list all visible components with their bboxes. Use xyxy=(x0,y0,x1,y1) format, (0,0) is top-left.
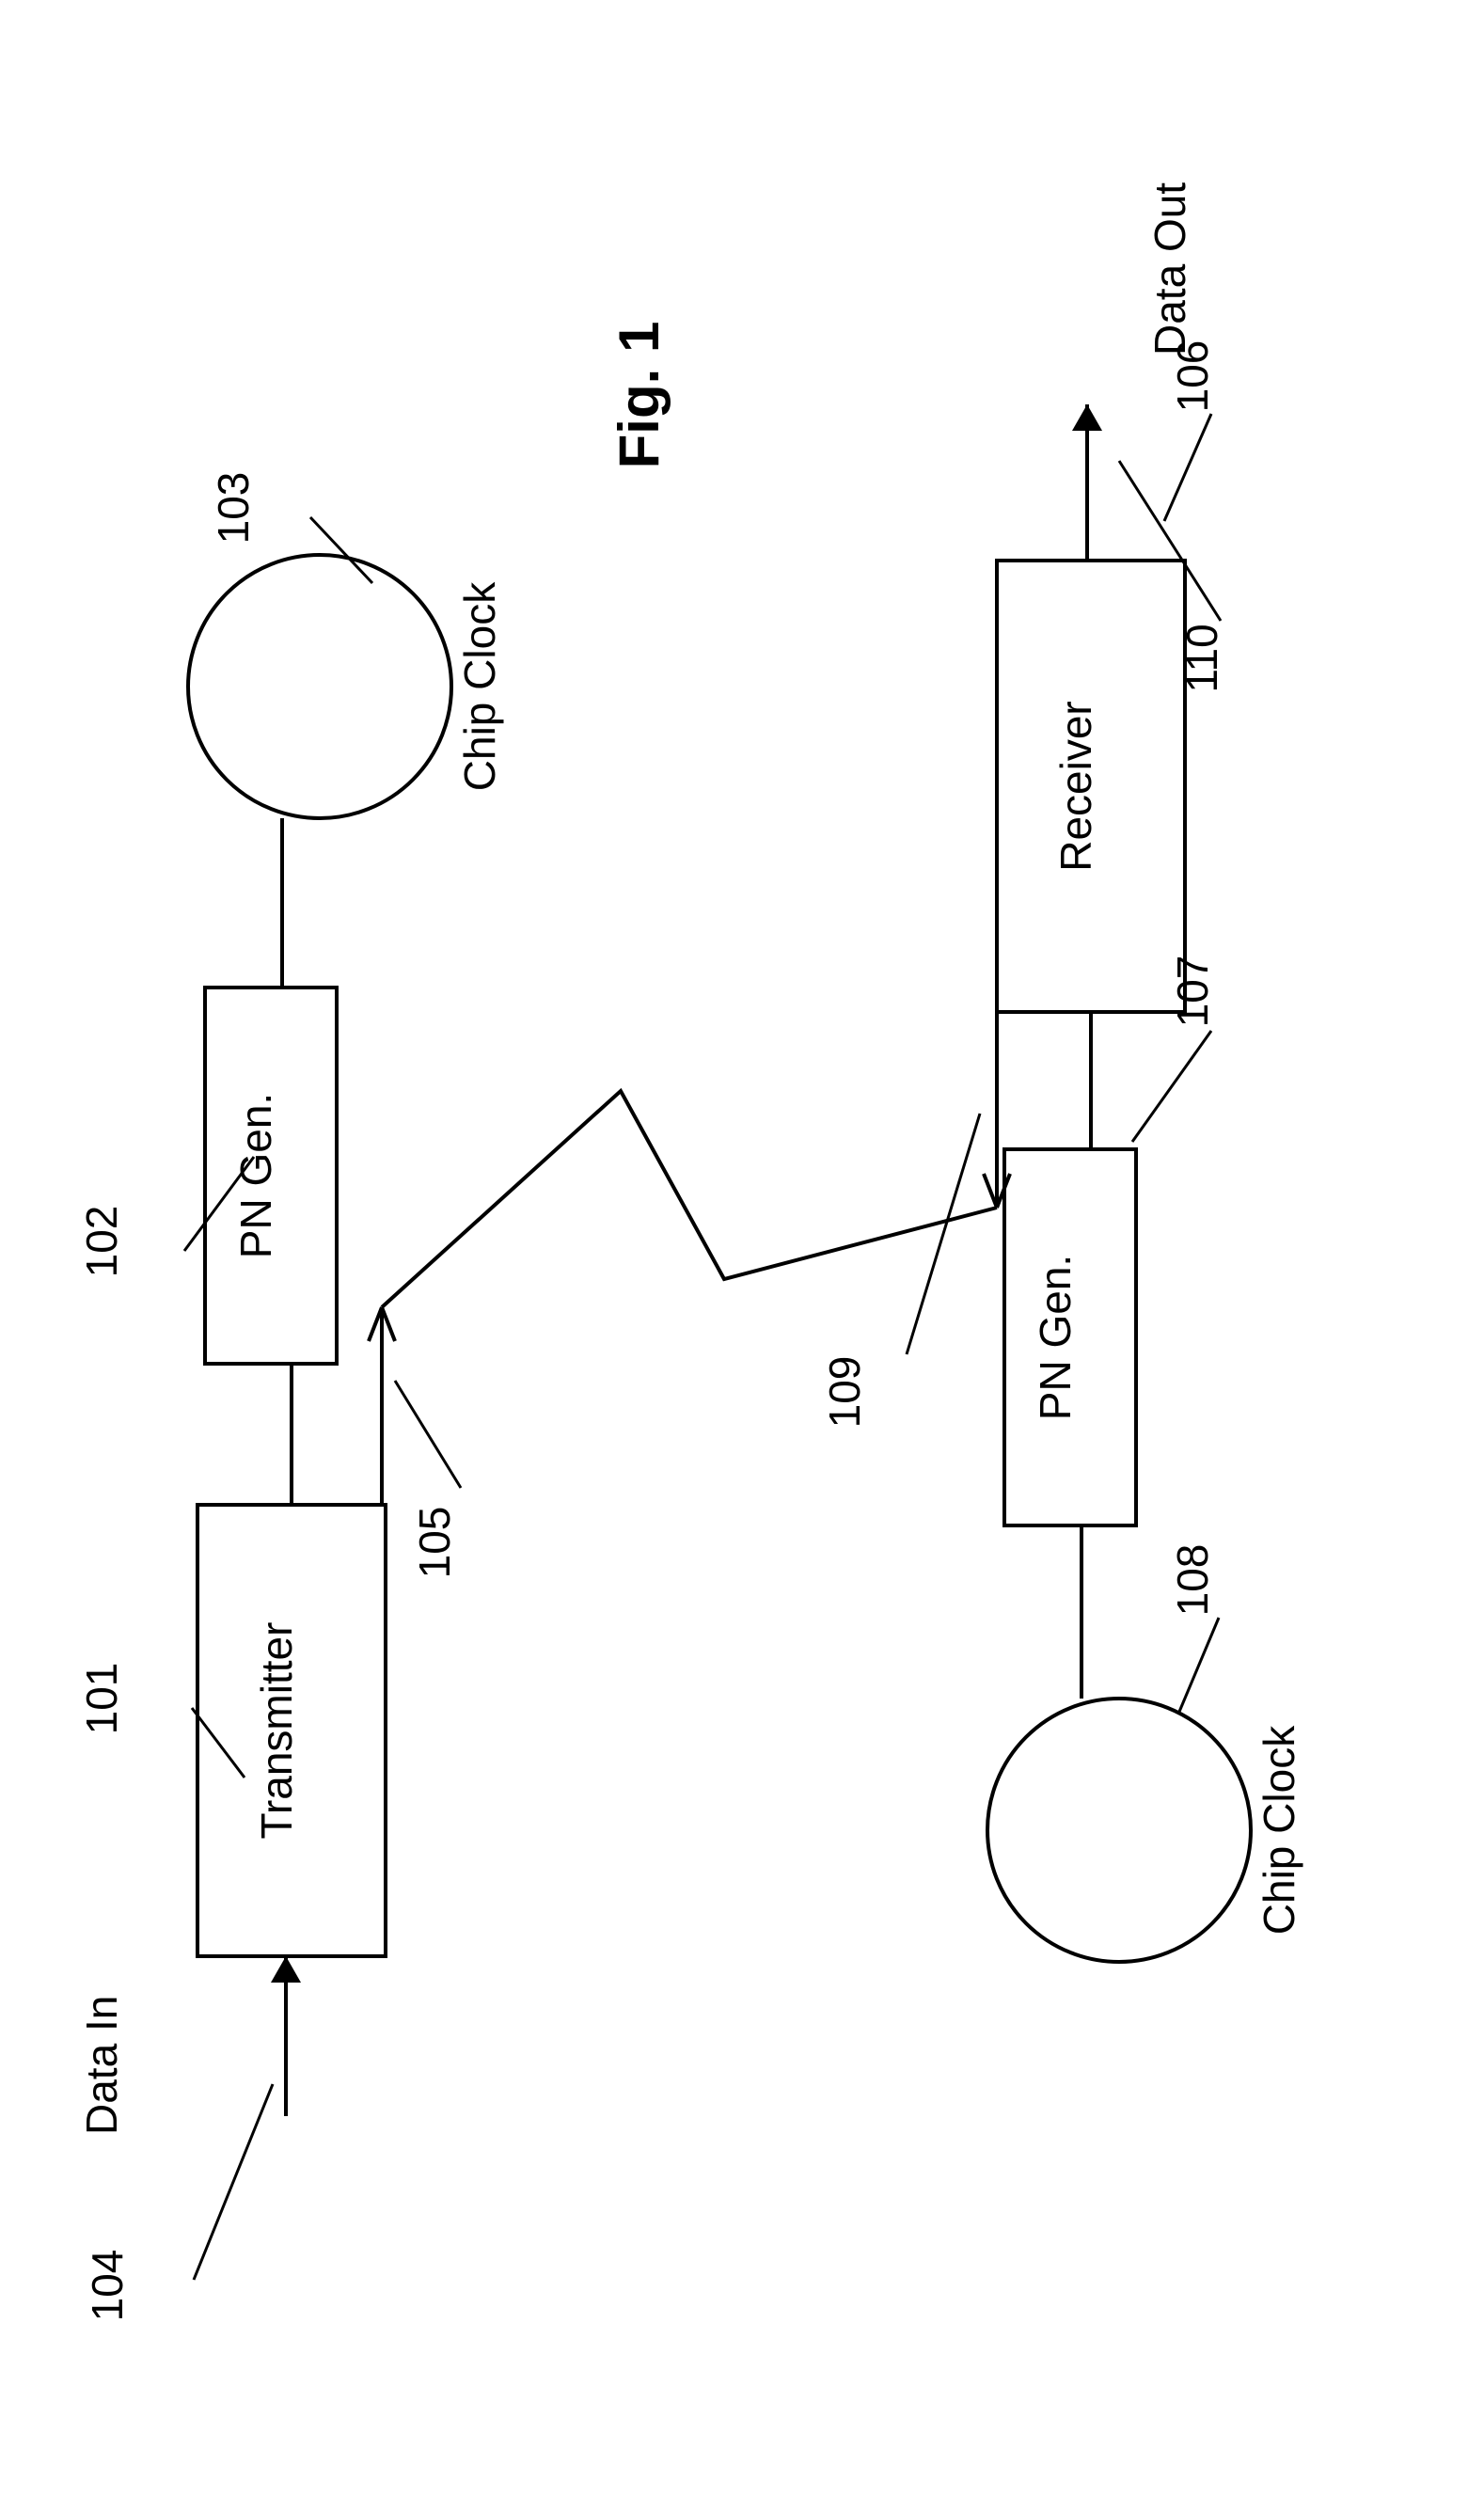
rx-pn-gen-block-label: PN Gen. xyxy=(1031,1255,1080,1420)
data-in-arrow-head xyxy=(271,1956,301,1983)
rx-chip-clock xyxy=(987,1699,1251,1962)
ref-105-label: 105 xyxy=(410,1507,459,1579)
tx-antenna-prong-r xyxy=(382,1307,395,1341)
data-out-label: Data Out xyxy=(1145,182,1194,356)
ref-106-leader xyxy=(1164,414,1211,521)
tx-antenna-prong-l xyxy=(369,1307,382,1341)
rx-chip-clock-label: Chip Clock xyxy=(1255,1725,1303,1935)
rf-link xyxy=(382,1091,997,1307)
ref-110-label: 110 xyxy=(1177,624,1226,692)
ref-109-label: 109 xyxy=(820,1356,869,1429)
data-in-label: Data In xyxy=(77,1996,126,2135)
ref-107-leader xyxy=(1132,1031,1211,1142)
tx-chip-clock-label: Chip Clock xyxy=(455,581,504,791)
ref-102-label: 102 xyxy=(77,1206,126,1278)
ref-109-leader xyxy=(907,1114,980,1354)
data-out-arrow-head xyxy=(1072,404,1102,431)
ref-105-leader xyxy=(395,1381,461,1488)
ref-108-label: 108 xyxy=(1168,1544,1217,1617)
receiver-block-label: Receiver xyxy=(1051,701,1100,872)
ref-104-leader xyxy=(194,2084,273,2280)
transmitter-block-label: Transmitter xyxy=(252,1622,301,1840)
figure-title: Fig. 1 xyxy=(608,322,671,469)
ref-103-label: 103 xyxy=(209,472,258,545)
ref-101-label: 101 xyxy=(77,1663,126,1735)
ref-106-label: 106 xyxy=(1168,340,1217,413)
ref-107-label: 107 xyxy=(1168,956,1217,1028)
ref-104-label: 104 xyxy=(83,2250,132,2322)
rx-antenna-prong-l xyxy=(984,1174,997,1208)
tx-chip-clock xyxy=(188,555,451,818)
ref-108-leader xyxy=(1179,1618,1219,1712)
